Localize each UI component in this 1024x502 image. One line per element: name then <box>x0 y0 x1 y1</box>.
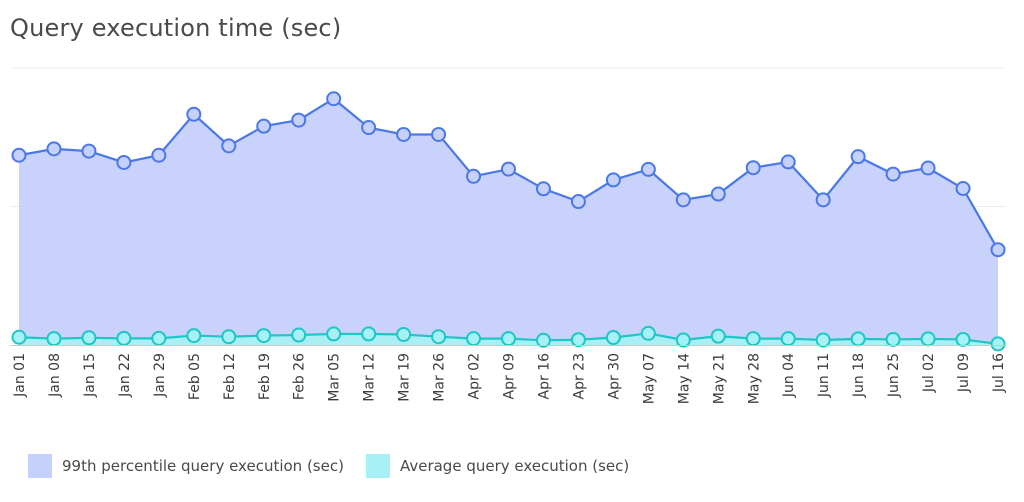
data-point-p99[interactable] <box>396 126 412 142</box>
x-tick-label: Jan 29 <box>152 353 168 398</box>
data-point-p99[interactable] <box>186 106 202 122</box>
x-tick-label: Mar 12 <box>362 353 378 402</box>
data-point-p99[interactable] <box>570 194 586 210</box>
x-tick-label: Apr 30 <box>606 353 622 399</box>
data-point-p99[interactable] <box>990 242 1006 258</box>
x-tick-label: Feb 05 <box>187 353 203 400</box>
data-point-avg[interactable] <box>326 326 342 342</box>
series-area-p99 <box>19 98 998 345</box>
x-tick-label: Feb 19 <box>257 353 273 400</box>
x-tick-label: Mar 26 <box>432 353 448 402</box>
x-tick-label: Apr 23 <box>571 353 587 399</box>
data-point-avg[interactable] <box>81 330 97 346</box>
data-point-avg[interactable] <box>256 328 272 344</box>
legend-label-p99: 99th percentile query execution (sec) <box>62 457 344 475</box>
data-point-avg[interactable] <box>361 326 377 342</box>
data-point-avg[interactable] <box>501 331 516 347</box>
x-tick-label: Jul 16 <box>991 353 1007 393</box>
data-point-avg[interactable] <box>815 332 831 348</box>
data-point-avg[interactable] <box>850 331 866 347</box>
data-point-p99[interactable] <box>326 91 342 107</box>
x-tick-label: Apr 16 <box>536 353 552 400</box>
data-point-p99[interactable] <box>640 161 656 177</box>
data-point-p99[interactable] <box>256 118 272 134</box>
data-point-p99[interactable] <box>850 149 866 165</box>
data-point-p99[interactable] <box>466 168 482 184</box>
data-point-p99[interactable] <box>675 192 691 208</box>
data-point-p99[interactable] <box>221 138 237 154</box>
legend-swatch-avg <box>365 454 390 478</box>
data-point-p99[interactable] <box>605 172 621 188</box>
data-point-p99[interactable] <box>885 166 901 182</box>
data-point-avg[interactable] <box>535 332 551 348</box>
data-point-p99[interactable] <box>361 120 377 136</box>
data-point-p99[interactable] <box>46 141 62 157</box>
legend: 99th percentile query execution (sec) Av… <box>28 454 651 478</box>
x-tick-label: Mar 05 <box>327 353 343 402</box>
data-point-avg[interactable] <box>431 329 447 345</box>
x-tick-label: May 14 <box>676 353 692 404</box>
data-point-p99[interactable] <box>81 143 97 159</box>
x-tick-label: Jun 04 <box>781 353 797 398</box>
legend-label-avg: Average query execution (sec) <box>399 457 630 475</box>
data-point-avg[interactable] <box>885 331 901 347</box>
x-tick-label: Apr 09 <box>502 353 518 399</box>
series-layer <box>10 91 1006 352</box>
legend-swatch-p99 <box>28 454 52 478</box>
x-tick-label: Feb 26 <box>292 353 308 400</box>
data-point-avg[interactable] <box>221 329 237 345</box>
data-point-p99[interactable] <box>780 154 796 170</box>
x-tick-label: Jan 15 <box>82 353 98 398</box>
data-point-p99[interactable] <box>11 147 27 163</box>
legend-item-p99[interactable]: 99th percentile query execution (sec) <box>28 454 344 478</box>
x-tick-label: Jun 25 <box>886 353 902 398</box>
data-point-avg[interactable] <box>990 336 1006 352</box>
x-tick-label: Apr 02 <box>467 353 483 399</box>
x-tick-label: Jun 18 <box>851 353 867 398</box>
data-point-p99[interactable] <box>116 154 132 170</box>
x-tick-label: Mar 19 <box>397 353 413 402</box>
data-point-p99[interactable] <box>501 161 516 177</box>
data-point-avg[interactable] <box>186 328 202 344</box>
x-tick-label: May 28 <box>746 353 762 404</box>
data-point-avg[interactable] <box>675 332 691 348</box>
data-point-p99[interactable] <box>710 186 726 202</box>
data-point-avg[interactable] <box>46 331 62 347</box>
x-tick-label: May 07 <box>641 353 657 404</box>
data-point-p99[interactable] <box>955 180 971 196</box>
x-tick-label: Jan 22 <box>117 353 133 398</box>
data-point-p99[interactable] <box>815 192 831 208</box>
x-tick-label: Jul 02 <box>921 353 937 393</box>
x-tick-label: Jan 08 <box>47 353 63 398</box>
x-axis-ticks: Jan 01 Jan 08 Jan 15 Jan 22 Jan 29 Feb 05 Feb … <box>12 353 1007 404</box>
data-point-avg[interactable] <box>466 331 482 347</box>
data-point-avg[interactable] <box>955 331 971 347</box>
data-point-avg[interactable] <box>710 328 726 344</box>
data-point-avg[interactable] <box>291 327 307 343</box>
x-tick-label: Feb 12 <box>222 353 238 400</box>
data-point-avg[interactable] <box>11 329 27 345</box>
x-tick-label: Jun 11 <box>816 353 832 398</box>
data-point-avg[interactable] <box>920 331 936 347</box>
data-point-p99[interactable] <box>151 147 167 163</box>
data-point-avg[interactable] <box>396 326 412 342</box>
chart-title: Query execution time (sec) <box>10 14 342 42</box>
data-point-avg[interactable] <box>151 330 167 346</box>
data-point-p99[interactable] <box>745 160 761 176</box>
data-point-avg[interactable] <box>570 332 586 348</box>
data-point-p99[interactable] <box>431 126 447 142</box>
x-tick-label: May 21 <box>711 353 727 404</box>
data-point-p99[interactable] <box>291 112 307 128</box>
x-tick-label: Jan 01 <box>12 353 28 398</box>
data-point-p99[interactable] <box>920 160 936 176</box>
x-tick-label: Jul 09 <box>956 353 972 393</box>
data-point-avg[interactable] <box>745 331 761 347</box>
data-point-avg[interactable] <box>605 330 621 346</box>
data-point-avg[interactable] <box>640 325 656 341</box>
legend-item-avg[interactable]: Average query execution (sec) <box>365 454 630 478</box>
data-point-avg[interactable] <box>780 331 796 347</box>
data-point-p99[interactable] <box>535 181 551 197</box>
data-point-avg[interactable] <box>116 330 132 346</box>
